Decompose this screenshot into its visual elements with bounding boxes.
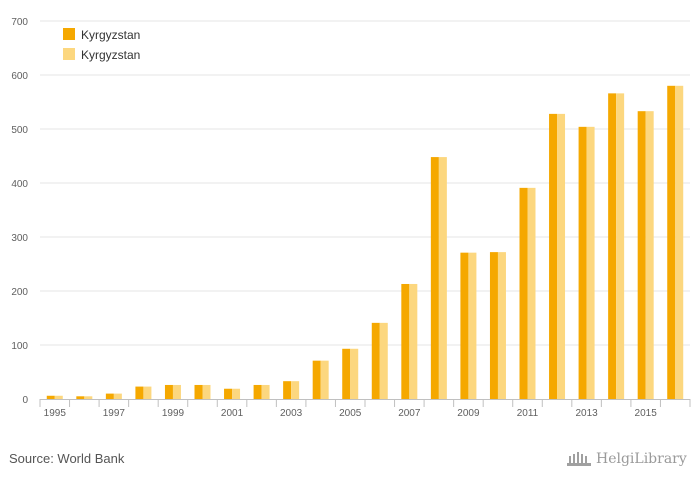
- y-tick-label: 500: [11, 125, 28, 136]
- bar[interactable]: [194, 384, 203, 399]
- bar[interactable]: [320, 360, 329, 399]
- bar[interactable]: [350, 348, 359, 399]
- bar[interactable]: [409, 283, 418, 399]
- bar-chart: 0 100 200 300 400 500 600 700 1995 1997 1999 2001 2…: [11, 17, 691, 419]
- bar[interactable]: [497, 252, 506, 399]
- x-tick-label: 2015: [635, 408, 658, 419]
- legend: Kyrgyzstan Kyrgyzstan: [63, 28, 140, 62]
- source-note: Source: World Bank: [9, 451, 125, 466]
- y-tick-label: 0: [22, 395, 28, 406]
- bar[interactable]: [54, 395, 63, 399]
- y-tick-label: 600: [11, 71, 28, 82]
- x-tick-label: 2009: [457, 408, 480, 419]
- bar[interactable]: [675, 85, 684, 400]
- bar[interactable]: [261, 384, 270, 399]
- y-tick-label: 100: [11, 341, 28, 352]
- bar[interactable]: [379, 322, 388, 399]
- bar[interactable]: [283, 381, 292, 399]
- bar[interactable]: [113, 393, 122, 399]
- bar[interactable]: [489, 252, 498, 399]
- bar[interactable]: [401, 283, 410, 399]
- legend-label-series-2[interactable]: Kyrgyzstan: [81, 48, 140, 62]
- x-tick-label: 1999: [162, 408, 185, 419]
- x-tick-label: 2001: [221, 408, 244, 419]
- bar[interactable]: [143, 386, 152, 399]
- bar[interactable]: [645, 111, 654, 400]
- x-tick-label: 1997: [103, 408, 126, 419]
- bar[interactable]: [519, 187, 528, 399]
- bar[interactable]: [438, 157, 447, 399]
- bar[interactable]: [46, 395, 55, 399]
- bar[interactable]: [667, 85, 676, 400]
- bar[interactable]: [637, 111, 646, 400]
- bar[interactable]: [430, 157, 439, 399]
- bar[interactable]: [105, 393, 114, 399]
- bar[interactable]: [342, 348, 351, 399]
- bar[interactable]: [291, 381, 300, 399]
- y-axis-ticks: 0 100 200 300 400 500 600 700: [11, 17, 28, 406]
- bar[interactable]: [578, 126, 587, 399]
- legend-label-series-1[interactable]: Kyrgyzstan: [81, 28, 140, 42]
- bar[interactable]: [312, 360, 321, 399]
- x-tick-label: 2007: [398, 408, 421, 419]
- y-tick-label: 700: [11, 17, 28, 28]
- bar[interactable]: [172, 384, 181, 399]
- x-tick-label: 2003: [280, 408, 303, 419]
- bar[interactable]: [527, 187, 536, 399]
- bar[interactable]: [76, 396, 85, 399]
- bar[interactable]: [202, 384, 211, 399]
- bar[interactable]: [460, 252, 469, 399]
- logo-text: HelgiLibrary: [596, 451, 687, 467]
- x-tick-label: 1995: [44, 408, 67, 419]
- x-tick-label: 2005: [339, 408, 362, 419]
- y-tick-label: 400: [11, 179, 28, 190]
- bar[interactable]: [253, 384, 262, 399]
- bar[interactable]: [232, 388, 241, 399]
- bar[interactable]: [608, 93, 617, 400]
- bar[interactable]: [557, 113, 566, 399]
- grid-lines: [40, 20, 690, 346]
- bar[interactable]: [135, 386, 144, 399]
- bar[interactable]: [84, 396, 93, 399]
- bar[interactable]: [371, 322, 380, 399]
- bar[interactable]: [164, 384, 173, 399]
- y-tick-label: 200: [11, 287, 28, 298]
- y-tick-label: 300: [11, 233, 28, 244]
- bar[interactable]: [549, 113, 558, 399]
- legend-swatch-series-2: [63, 48, 75, 60]
- x-tick-label: 2011: [517, 408, 539, 419]
- helgi-library-logo[interactable]: HelgiLibrary: [566, 450, 687, 468]
- x-axis: 1995 1997 1999 2001 2003 2005 2007 2009 2011 2013…: [39, 399, 691, 419]
- bar[interactable]: [616, 93, 625, 400]
- legend-swatch-series-1: [63, 28, 75, 40]
- bars: [46, 85, 684, 400]
- bar[interactable]: [586, 126, 595, 399]
- bar[interactable]: [224, 388, 233, 399]
- x-tick-label: 2013: [575, 408, 598, 419]
- bar[interactable]: [468, 252, 477, 399]
- library-building-icon: [567, 452, 591, 466]
